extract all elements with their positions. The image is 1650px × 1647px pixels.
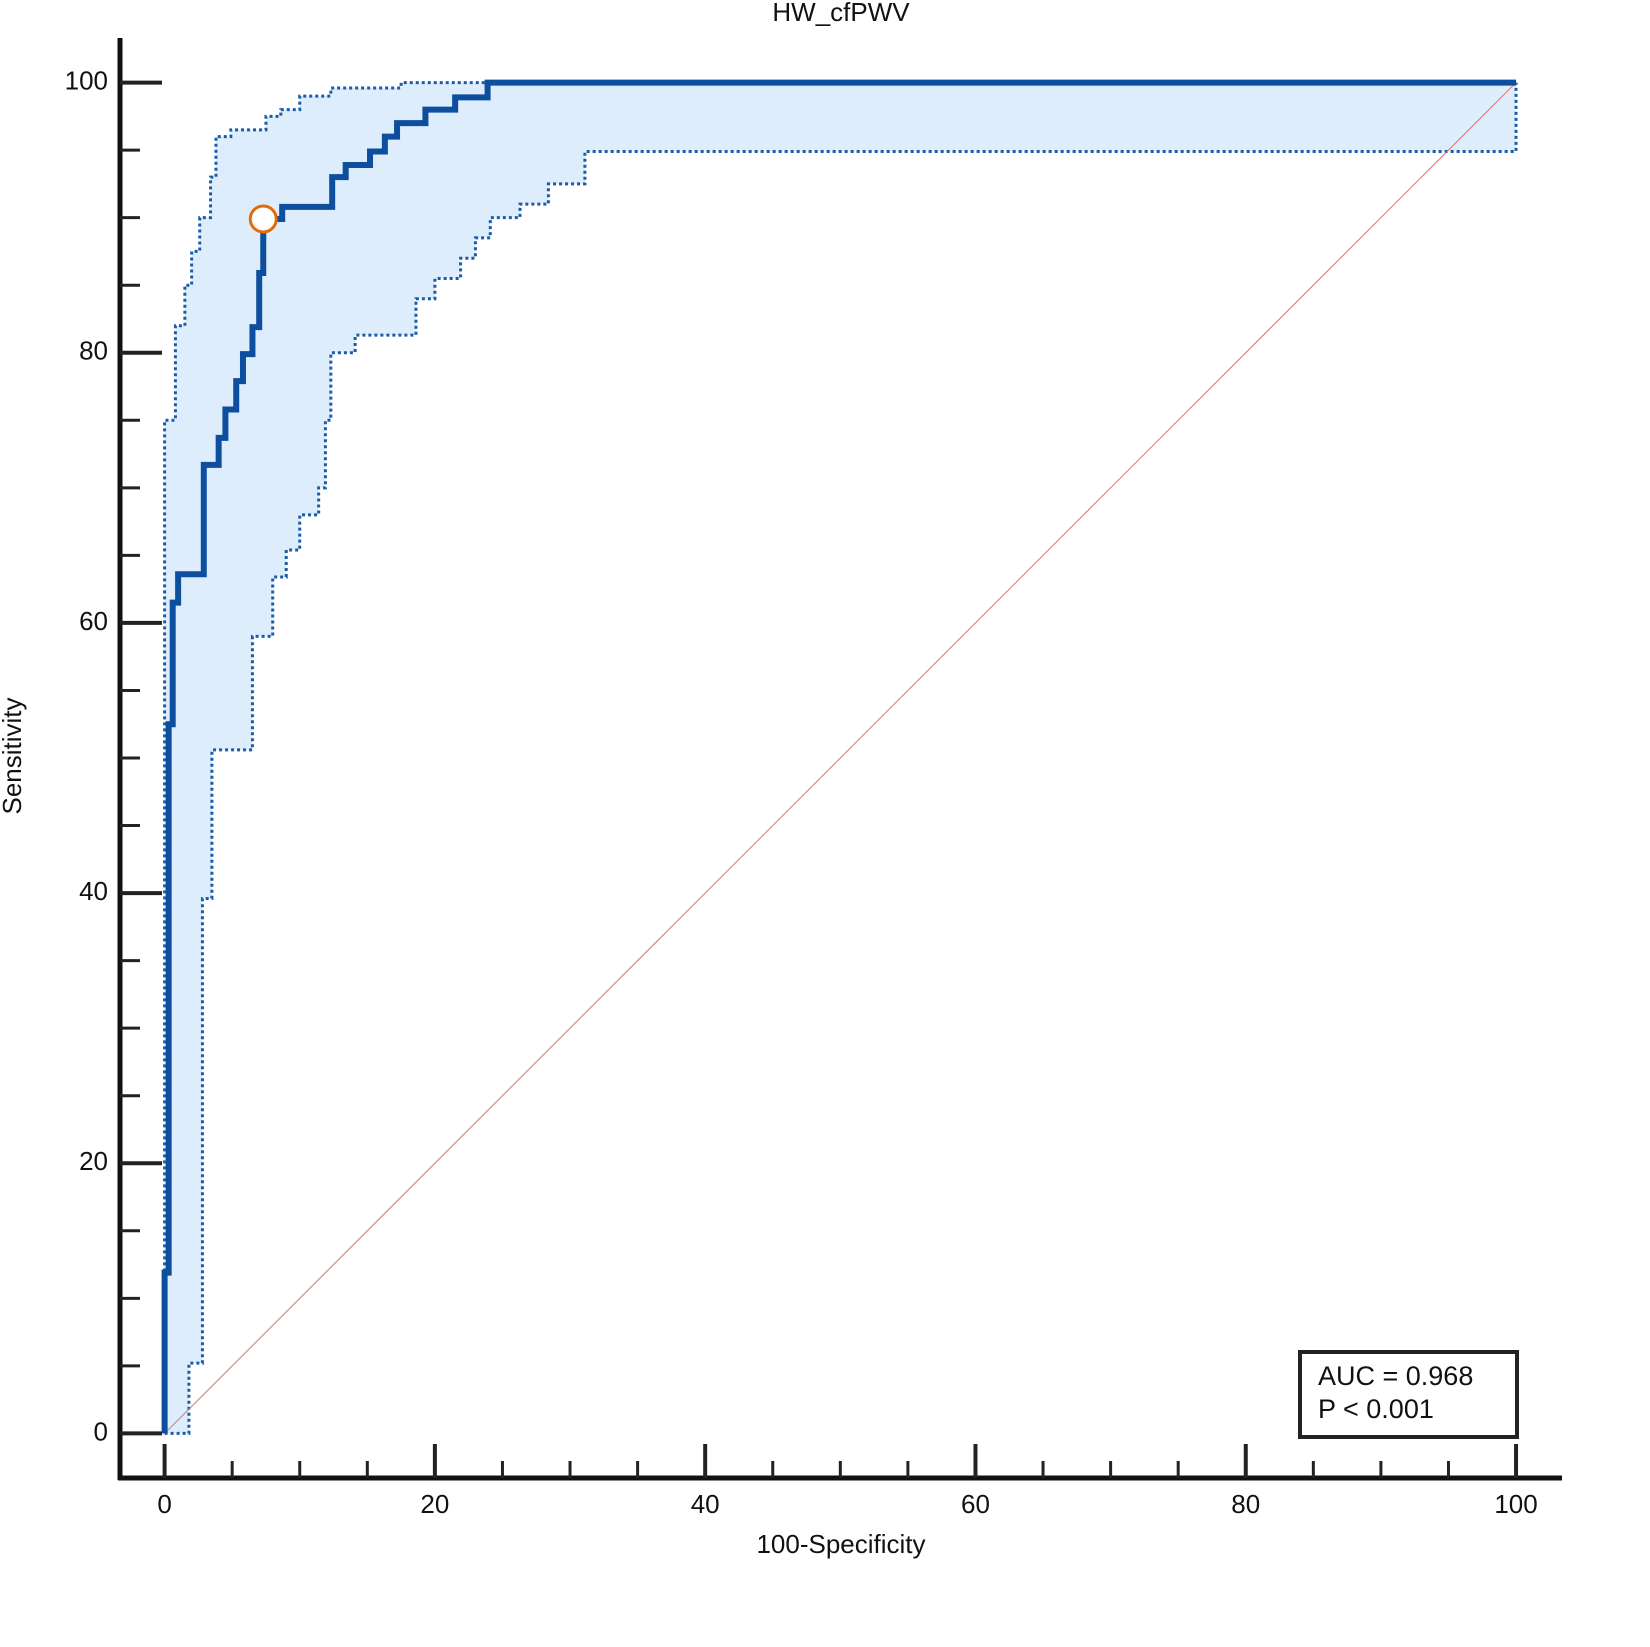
x-tick-label: 40 [691, 1489, 720, 1519]
chart-title: HW_cfPWV [772, 0, 910, 27]
x-tick-label: 0 [157, 1489, 171, 1519]
ci-band [164, 82, 1517, 1434]
roc-curve [161, 79, 1517, 1434]
y-tick-label: 20 [79, 1146, 108, 1176]
ci-line [164, 82, 1518, 1435]
y-tick-label: 80 [79, 336, 108, 366]
annotation-text: AUC = 0.968 [1318, 1361, 1473, 1391]
reference-line [164, 82, 1517, 1434]
cutoff-point [248, 204, 278, 234]
annotation-text: P < 0.001 [1318, 1394, 1434, 1424]
x-tick-label: 100 [1494, 1489, 1537, 1519]
y-tick-label: 100 [65, 65, 108, 95]
y-axis-label: Sensitivity [0, 697, 27, 814]
x-tick-label: 80 [1231, 1489, 1260, 1519]
y-tick-label: 40 [79, 876, 108, 906]
x-tick-label: 60 [961, 1489, 990, 1519]
y-tick-label: 60 [79, 606, 108, 636]
ci-line [163, 81, 1517, 1434]
x-axis-label: 100-Specificity [756, 1529, 925, 1559]
y-tick-label: 0 [94, 1416, 108, 1446]
x-tick-label: 20 [420, 1489, 449, 1519]
annotation-box [1298, 1350, 1519, 1439]
